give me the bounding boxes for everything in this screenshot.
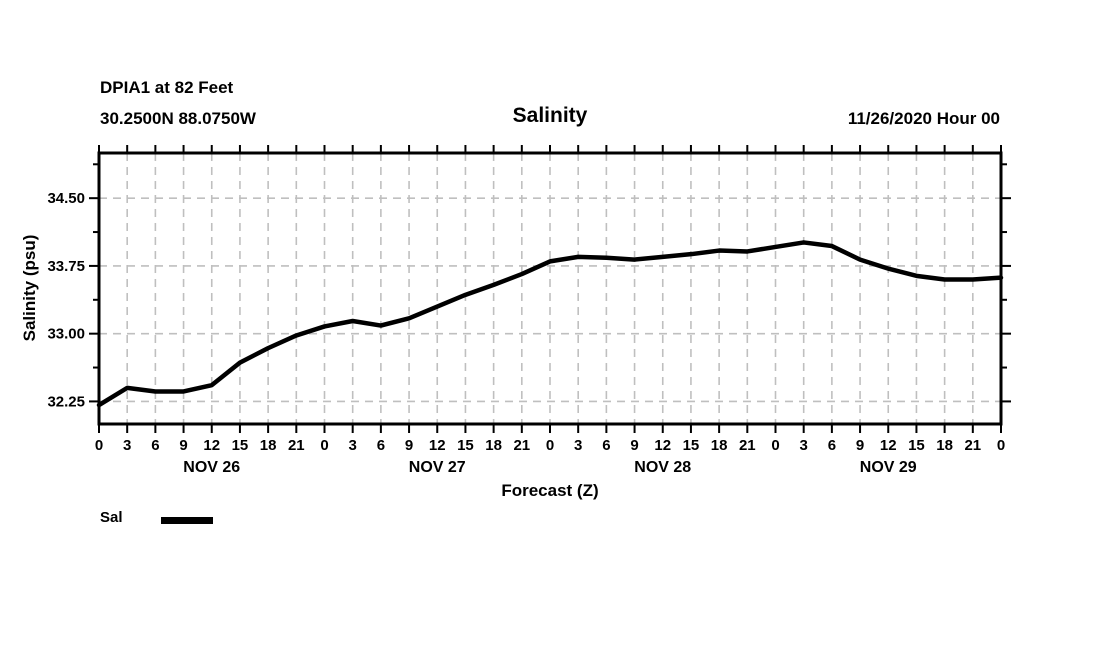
x-hour-tick-label: 12 xyxy=(203,437,220,454)
x-day-label: NOV 29 xyxy=(860,459,917,476)
x-hour-tick-label: 6 xyxy=(828,437,836,454)
salinity-data-line xyxy=(96,240,1004,408)
x-hour-tick-label: 21 xyxy=(288,437,305,454)
x-hour-tick-label: 3 xyxy=(123,437,131,454)
x-hour-tick-label: 18 xyxy=(260,437,277,454)
x-hour-tick-label: 12 xyxy=(654,437,671,454)
x-hour-tick-label: 18 xyxy=(711,437,728,454)
x-hour-tick-label: 18 xyxy=(485,437,502,454)
station-coordinates: 30.2500N 88.0750W xyxy=(100,109,256,128)
x-hour-tick-label: 0 xyxy=(546,437,554,454)
x-hour-tick-label: 0 xyxy=(95,437,103,454)
x-day-label: NOV 27 xyxy=(409,459,466,476)
station-title: DPIA1 at 82 Feet xyxy=(100,78,234,97)
forecast-init-datetime: 11/26/2020 Hour 00 xyxy=(847,109,1000,128)
x-hour-tick-label: 3 xyxy=(349,437,357,454)
y-tick-label: 33.00 xyxy=(47,326,85,343)
x-hour-tick-label: 0 xyxy=(771,437,779,454)
x-hour-tick-label: 9 xyxy=(179,437,187,454)
x-hour-tick-label: 15 xyxy=(457,437,474,454)
x-day-label: NOV 26 xyxy=(183,459,240,476)
x-hour-tick-label: 15 xyxy=(683,437,700,454)
y-tick-label: 33.75 xyxy=(47,258,85,275)
x-hour-tick-label: 15 xyxy=(908,437,925,454)
x-hour-tick-label: 9 xyxy=(856,437,864,454)
x-hour-tick-label: 21 xyxy=(964,437,981,454)
x-hour-tick-label: 0 xyxy=(320,437,328,454)
x-axis-title: Forecast (Z) xyxy=(501,481,599,500)
x-hour-tick-label: 21 xyxy=(739,437,756,454)
x-hour-tick-label: 0 xyxy=(997,437,1005,454)
x-hour-tick-label: 6 xyxy=(151,437,159,454)
x-hour-tick-label: 9 xyxy=(405,437,413,454)
x-hour-tick-label: 6 xyxy=(602,437,610,454)
x-hour-tick-label: 3 xyxy=(800,437,808,454)
x-hour-tick-label: 12 xyxy=(429,437,446,454)
legend-label-sal: Sal xyxy=(100,509,123,526)
x-hour-tick-label: 12 xyxy=(880,437,897,454)
x-hour-tick-label: 18 xyxy=(936,437,953,454)
legend-line-swatch xyxy=(161,517,213,524)
x-hour-tick-label: 6 xyxy=(377,437,385,454)
x-hour-tick-label: 3 xyxy=(574,437,582,454)
y-tick-label: 32.25 xyxy=(47,393,85,410)
chart-title: Salinity xyxy=(512,104,588,127)
x-hour-tick-label: 21 xyxy=(513,437,530,454)
x-hour-tick-label: 15 xyxy=(232,437,249,454)
x-hour-tick-label: 9 xyxy=(630,437,638,454)
y-tick-label: 34.50 xyxy=(47,190,85,207)
x-day-label: NOV 28 xyxy=(634,459,691,476)
